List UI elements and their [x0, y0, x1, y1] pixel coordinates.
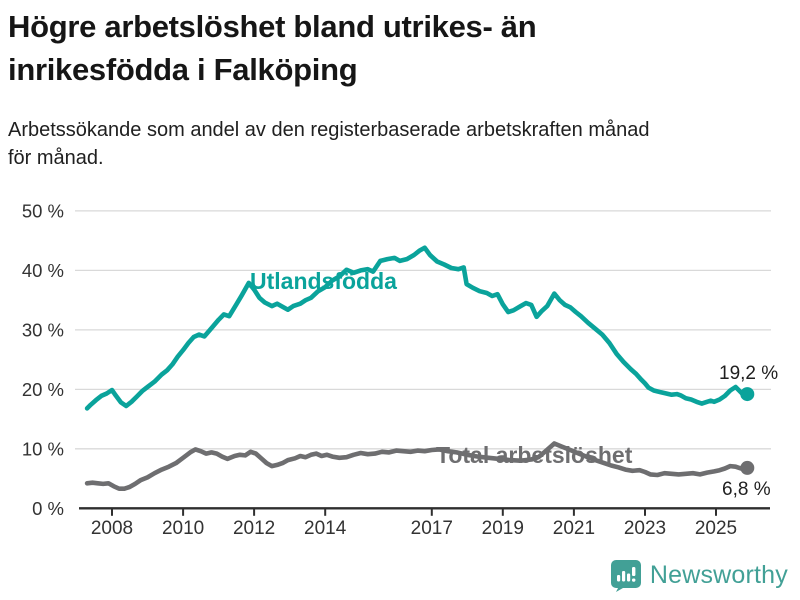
svg-text:2025: 2025 — [695, 518, 737, 539]
end-value-label-utlandsfodda: 19,2 % — [719, 363, 779, 384]
series-label-utlandsfodda: Utlandsfödda — [250, 268, 397, 294]
newsworthy-icon — [610, 560, 641, 592]
svg-text:2008: 2008 — [91, 518, 133, 539]
svg-text:2010: 2010 — [162, 518, 204, 539]
svg-text:30 %: 30 % — [22, 319, 64, 340]
svg-text:10 %: 10 % — [22, 438, 64, 459]
svg-text:40 %: 40 % — [22, 260, 64, 281]
svg-text:2019: 2019 — [482, 518, 524, 539]
svg-text:2014: 2014 — [304, 518, 347, 539]
series-label-total-arbetsloshet: Total arbetslöshet — [436, 442, 633, 468]
svg-text:0 %: 0 % — [32, 498, 64, 519]
svg-text:2012: 2012 — [233, 518, 275, 539]
svg-text:2017: 2017 — [411, 518, 453, 539]
svg-text:2021: 2021 — [553, 518, 595, 539]
newsworthy-wordmark: Newsworthy — [649, 560, 788, 589]
svg-text:2023: 2023 — [624, 518, 666, 539]
newsworthy-logo: Newsworthy — [609, 558, 788, 592]
page-title: Högre arbetslöshet bland utrikes- än inr… — [8, 9, 537, 87]
end-value-label-total: 6,8 % — [722, 479, 771, 500]
svg-text:20 %: 20 % — [22, 379, 64, 400]
svg-text:50 %: 50 % — [22, 200, 64, 221]
chart-subtitle: Arbetssökande som andel av den registerb… — [8, 119, 650, 169]
